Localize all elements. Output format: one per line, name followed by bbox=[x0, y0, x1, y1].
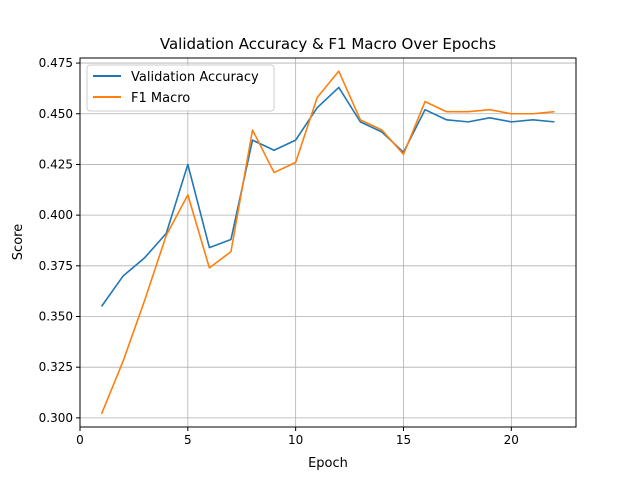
x-tick-label: 20 bbox=[504, 433, 519, 447]
chart-title: Validation Accuracy & F1 Macro Over Epoc… bbox=[160, 35, 496, 53]
x-axis-label: Epoch bbox=[308, 456, 348, 471]
legend-box bbox=[86, 64, 275, 112]
x-tick-label: 15 bbox=[396, 433, 411, 447]
series-line-f1-macro bbox=[100, 70, 555, 415]
y-tick-label: 0.400 bbox=[39, 208, 73, 222]
legend-label-validation-accuracy: Validation Accuracy bbox=[131, 70, 259, 85]
x-tick-label: 0 bbox=[76, 433, 84, 447]
plot-frame bbox=[79, 57, 577, 428]
y-tick-label: 0.350 bbox=[39, 310, 73, 324]
series-line-validation-accuracy bbox=[100, 86, 555, 307]
y-tick-label: 0.425 bbox=[39, 157, 73, 171]
y-tick-label: 0.450 bbox=[39, 107, 73, 121]
y-tick-label: 0.375 bbox=[39, 259, 73, 273]
y-tick-label: 0.300 bbox=[39, 411, 73, 425]
grid bbox=[79, 58, 576, 427]
y-tick-label: 0.325 bbox=[39, 360, 73, 374]
x-tick-label: 10 bbox=[288, 433, 303, 447]
y-tick-label: 0.475 bbox=[39, 56, 73, 70]
y-axis-label: Score bbox=[11, 224, 26, 260]
legend-label-f1-macro: F1 Macro bbox=[131, 91, 190, 106]
x-tick-label: 5 bbox=[184, 433, 192, 447]
axis-ticks: 0 5 10 15 20 0.300 0.325 0.350 0.375 0.400 0.425 0.… bbox=[39, 56, 519, 447]
series-lines bbox=[100, 70, 555, 415]
legend: Validation Accuracy F1 Macro bbox=[86, 64, 275, 112]
